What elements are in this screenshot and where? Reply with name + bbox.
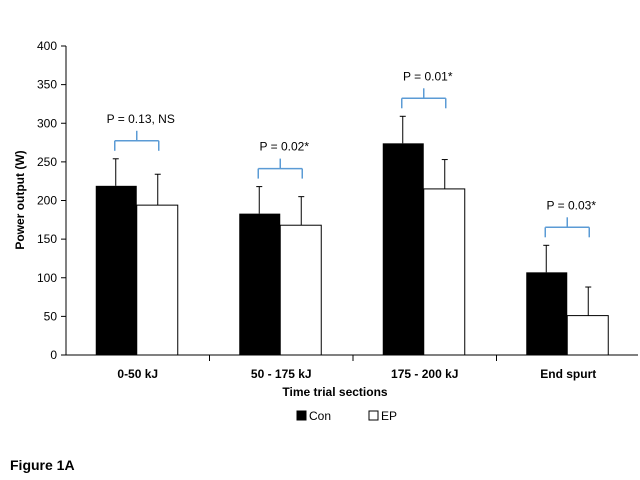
con-bar (526, 272, 568, 355)
con-bar (95, 185, 137, 355)
ep-bar (279, 224, 322, 356)
ep-bar (566, 315, 609, 356)
x-axis-title: Time trial sections (282, 385, 387, 399)
x-category-label: End spurt (540, 367, 596, 381)
x-category-label: 50 - 175 kJ (251, 367, 312, 381)
y-tick-label: 300 (37, 116, 57, 130)
x-category-label: 0-50 kJ (117, 367, 158, 381)
x-axis: 0-50 kJ 50 - 175 kJ 175 - 200 kJ End spurt (66, 354, 638, 381)
y-tick-label: 350 (37, 78, 57, 92)
legend-label-ep: EP (381, 409, 397, 423)
con-bar (382, 143, 424, 355)
y-tick-label: 100 (37, 271, 57, 285)
significance-annotation: P = 0.01* (403, 69, 453, 83)
significance-annotation: P = 0.02* (260, 140, 310, 154)
y-axis-title: Power output (W) (13, 150, 27, 249)
con-bar (239, 213, 281, 355)
legend-swatch-con (296, 410, 307, 421)
y-tick-label: 200 (37, 194, 57, 208)
legend-swatch-ep (368, 410, 379, 421)
significance-brackets: P = 0.13, NS P = 0.02* P = 0.01* P = 0.03* (107, 69, 597, 238)
ep-bar (423, 188, 466, 356)
bars (95, 115, 609, 356)
y-tick-label: 0 (50, 348, 57, 362)
y-tick-label: 250 (37, 155, 57, 169)
legend-label-con: Con (309, 409, 331, 423)
legend: Con EP (296, 409, 397, 423)
x-category-label: 175 - 200 kJ (391, 367, 458, 381)
significance-annotation: P = 0.03* (547, 198, 597, 212)
ep-bar (136, 204, 179, 356)
y-tick-label: 400 (37, 39, 57, 53)
figure-label: Figure 1A (10, 457, 75, 473)
y-tick-label: 50 (44, 309, 58, 323)
y-axis: 0 50 100 150 200 250 300 350 400 (37, 39, 67, 362)
y-tick-label: 150 (37, 232, 57, 246)
significance-annotation: P = 0.13, NS (107, 112, 175, 126)
